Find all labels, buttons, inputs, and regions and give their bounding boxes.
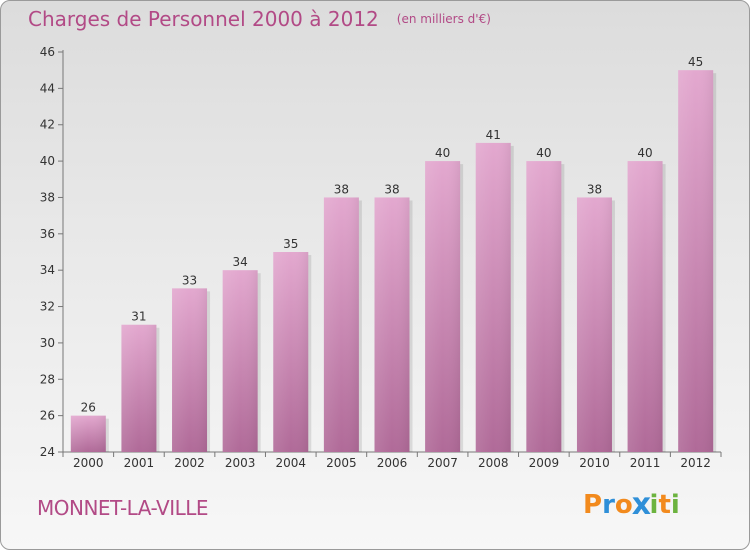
bar-shine <box>323 197 359 452</box>
bar-shine <box>627 161 663 452</box>
bar-shine <box>374 197 410 452</box>
commune-name: MONNET-LA-VILLE <box>37 496 209 520</box>
y-tick-label: 38 <box>40 190 55 204</box>
data-label: 40 <box>435 146 450 160</box>
x-tick-label: 2006 <box>377 456 408 470</box>
y-tick-label: 24 <box>40 445 55 459</box>
x-tick-label: 2007 <box>427 456 458 470</box>
x-tick-label: 2008 <box>478 456 509 470</box>
y-tick-label: 30 <box>40 336 55 350</box>
bar-shine <box>121 324 157 452</box>
logo-letter: o <box>614 490 633 520</box>
data-label: 41 <box>486 128 501 142</box>
logo-letter: i <box>649 490 659 520</box>
data-label: 40 <box>536 146 551 160</box>
y-tick-label: 46 <box>40 45 55 59</box>
data-label: 33 <box>182 273 197 287</box>
logo-letter: P <box>583 490 603 520</box>
chart-title-text: Charges de Personnel 2000 à 2012 <box>28 7 379 31</box>
x-tick-label: 2000 <box>73 456 104 470</box>
data-label: 26 <box>81 401 96 415</box>
bar-shine <box>678 70 714 452</box>
x-tick-label: 2005 <box>326 456 357 470</box>
y-tick-label: 36 <box>40 227 55 241</box>
data-label: 45 <box>688 55 703 69</box>
bar-shine <box>475 142 511 452</box>
data-label: 40 <box>637 146 652 160</box>
bar-shine <box>70 415 106 452</box>
bar-shine <box>222 270 258 452</box>
y-tick-label: 42 <box>40 118 55 132</box>
x-tick-label: 2002 <box>174 456 205 470</box>
bar-shine <box>273 252 309 452</box>
data-label: 38 <box>334 182 349 196</box>
x-tick-label: 2009 <box>529 456 560 470</box>
data-label: 34 <box>233 255 248 269</box>
y-tick-label: 26 <box>40 409 55 423</box>
data-label: 38 <box>587 182 602 196</box>
bar-shine <box>172 288 208 452</box>
logo-letter: i <box>670 490 680 520</box>
y-tick-label: 32 <box>40 300 55 314</box>
data-label: 31 <box>131 310 146 324</box>
y-tick-label: 28 <box>40 372 55 386</box>
bar-shine <box>526 161 562 452</box>
chart-title: Charges de Personnel 2000 à 2012 (en mill… <box>28 7 491 31</box>
y-tick-label: 40 <box>40 154 55 168</box>
proxiti-logo: Proxiti <box>583 487 680 523</box>
y-tick-label: 34 <box>40 263 55 277</box>
logo-letter: r <box>602 490 615 520</box>
x-tick-label: 2010 <box>579 456 610 470</box>
x-tick-label: 2004 <box>275 456 306 470</box>
labels: 2000 26 2001 31 2002 33 2003 34 2004 35 2005 38 2006… <box>73 55 711 470</box>
logo-letter: t <box>658 490 671 520</box>
bar-shine <box>576 197 612 452</box>
x-tick-label: 2001 <box>124 456 155 470</box>
chart-subtitle: (en milliers d'€) <box>396 12 491 26</box>
x-tick-label: 2011 <box>630 456 661 470</box>
bar-shine <box>425 161 461 452</box>
axes: 24 26 28 30 32 34 36 38 40 42 44 46 <box>40 45 722 459</box>
bars <box>70 70 717 452</box>
data-label: 35 <box>283 237 298 251</box>
data-label: 38 <box>384 182 399 196</box>
x-tick-label: 2012 <box>680 456 711 470</box>
y-tick-label: 44 <box>40 81 55 95</box>
x-tick-label: 2003 <box>225 456 256 470</box>
logo-letter: x <box>631 487 651 523</box>
